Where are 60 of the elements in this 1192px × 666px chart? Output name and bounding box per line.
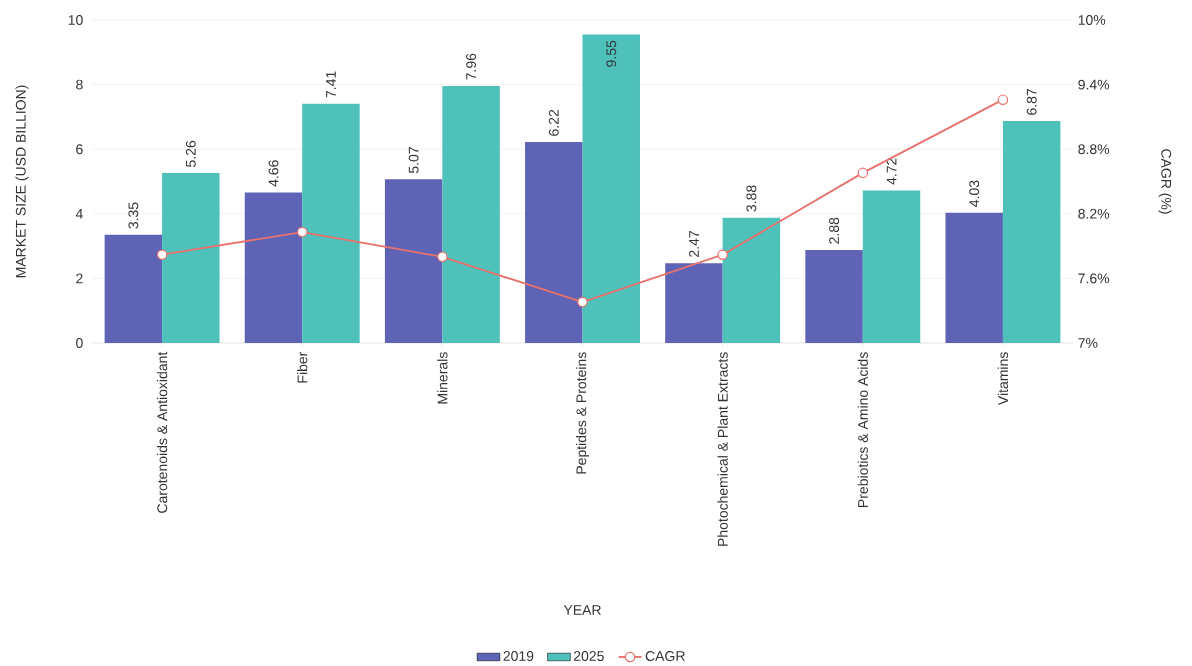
y-axis-title: MARKET SIZE (USD BILLION) [15,85,29,278]
bar [244,192,303,343]
y2-tick-label: 9.4% [1078,79,1110,90]
point [857,167,869,179]
point [437,251,448,263]
x-tick-label: Carotenoids & Antioxidant [156,351,168,513]
y-tick-label: 2 [76,273,83,284]
x-tick-label: Photochemical & Plant Extracts [717,352,728,546]
data-label: 3.35 [128,202,139,229]
point [156,249,168,260]
x-tick-label: Fiber [297,351,308,383]
point [296,226,308,238]
bar [1002,121,1061,343]
legend-label: CAGR [645,651,685,662]
bar [442,85,500,343]
legend-label: 2019 [503,651,534,662]
data-label: 4.03 [969,180,980,207]
y2-tick-label: 7.6% [1078,273,1110,284]
y2-tick-label: 8.2% [1078,208,1110,219]
data-label: 5.26 [185,140,196,167]
x-tick-label: Minerals [437,352,448,404]
data-label: 7.41 [326,71,336,98]
data-label: 6.22 [548,109,559,136]
data-label: 4.66 [268,160,279,187]
bar [862,190,921,343]
y-tick-label: 0 [76,338,83,348]
data-label: 4.72 [886,158,897,185]
y-tick-label: 4 [75,208,83,219]
data-label: 2.47 [689,231,699,257]
x-tick-label: Peptides & Proteins [575,352,590,474]
bar [525,142,583,343]
y-tick-label: 8 [76,79,83,90]
data-label: 2.88 [829,217,840,244]
legend-label: 2025 [573,651,604,662]
point [717,249,728,260]
bar [302,103,360,343]
y-tick-label: 6 [76,144,83,155]
y2-tick-label: 7% [1078,338,1098,348]
point [997,94,1009,105]
bar [582,34,640,343]
bar [162,173,220,343]
y2-tick-label: 8.8% [1078,144,1110,155]
data-label: 7.96 [466,53,477,80]
y2-axis-title: CAGR (%) [1158,149,1172,214]
x-axis-title: YEAR [563,605,601,615]
bar [722,217,781,343]
bar [665,263,723,343]
data-label: 5.07 [408,147,419,174]
y2-tick-label: 10% [1078,15,1106,25]
data-label: 9.55 [606,40,617,67]
data-label: 3.88 [746,185,757,212]
bar [384,179,443,343]
bar [104,234,163,343]
data-label: 6.87 [1026,88,1037,115]
x-tick-label: Prebiotics & Amino Acids [857,352,868,507]
x-tick-label: Vitamins [997,352,1009,406]
bar [805,249,863,343]
point [577,296,588,308]
bar [945,212,1003,343]
y-tick-label: 10 [68,15,83,25]
